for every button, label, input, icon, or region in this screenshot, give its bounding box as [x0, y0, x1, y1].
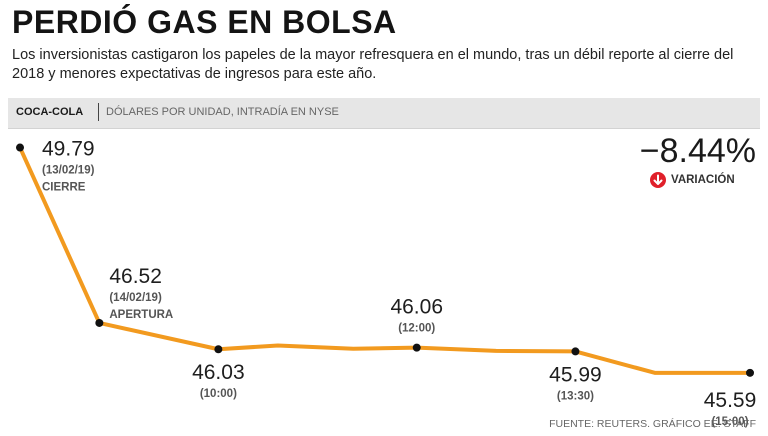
data-point	[16, 143, 24, 152]
data-label-time: (14/02/19)	[109, 292, 162, 304]
data-label-value: 46.03	[192, 361, 245, 384]
series-header: COCA-COLA DÓLARES POR UNIDAD, INTRADÍA E…	[8, 98, 760, 129]
data-label-value: 45.59	[704, 389, 757, 412]
data-label-time: (10:00)	[200, 388, 237, 400]
data-label-note: CIERRE	[42, 182, 86, 194]
variation-label: VARIACIÓN	[650, 172, 735, 188]
variation-text: VARIACIÓN	[671, 174, 735, 187]
chart-subtitle: Los inversionistas castigaron los papele…	[12, 47, 734, 82]
chart-title: PERDIÓ GAS EN BOLSA	[12, 4, 397, 40]
change-percent: −8.44%	[639, 132, 756, 170]
data-label-time: (12:00)	[398, 323, 435, 335]
data-label-value: 45.99	[549, 363, 602, 386]
header-separator	[98, 103, 99, 121]
data-label-value: 46.52	[109, 265, 162, 288]
data-label-time: (13/02/19)	[42, 165, 95, 177]
price-line	[18, 146, 750, 375]
data-label-value: 46.06	[390, 296, 443, 319]
series-name: COCA-COLA	[16, 106, 84, 118]
data-point	[95, 318, 104, 327]
data-point	[746, 368, 754, 377]
data-point	[214, 345, 223, 354]
units-label: DÓLARES POR UNIDAD, INTRADÍA EN NYSE	[106, 106, 339, 118]
data-point	[571, 347, 580, 356]
data-label-value: 49.79	[42, 138, 95, 161]
arrow-down-icon	[650, 172, 666, 188]
data-point	[412, 343, 421, 352]
data-label-note: APERTURA	[109, 309, 173, 321]
source-note: FUENTE: REUTERS. GRÁFICO EE: STAFF	[549, 418, 756, 430]
data-label-time: (15:00)	[711, 416, 748, 428]
data-label-time: (13:30)	[557, 390, 594, 402]
